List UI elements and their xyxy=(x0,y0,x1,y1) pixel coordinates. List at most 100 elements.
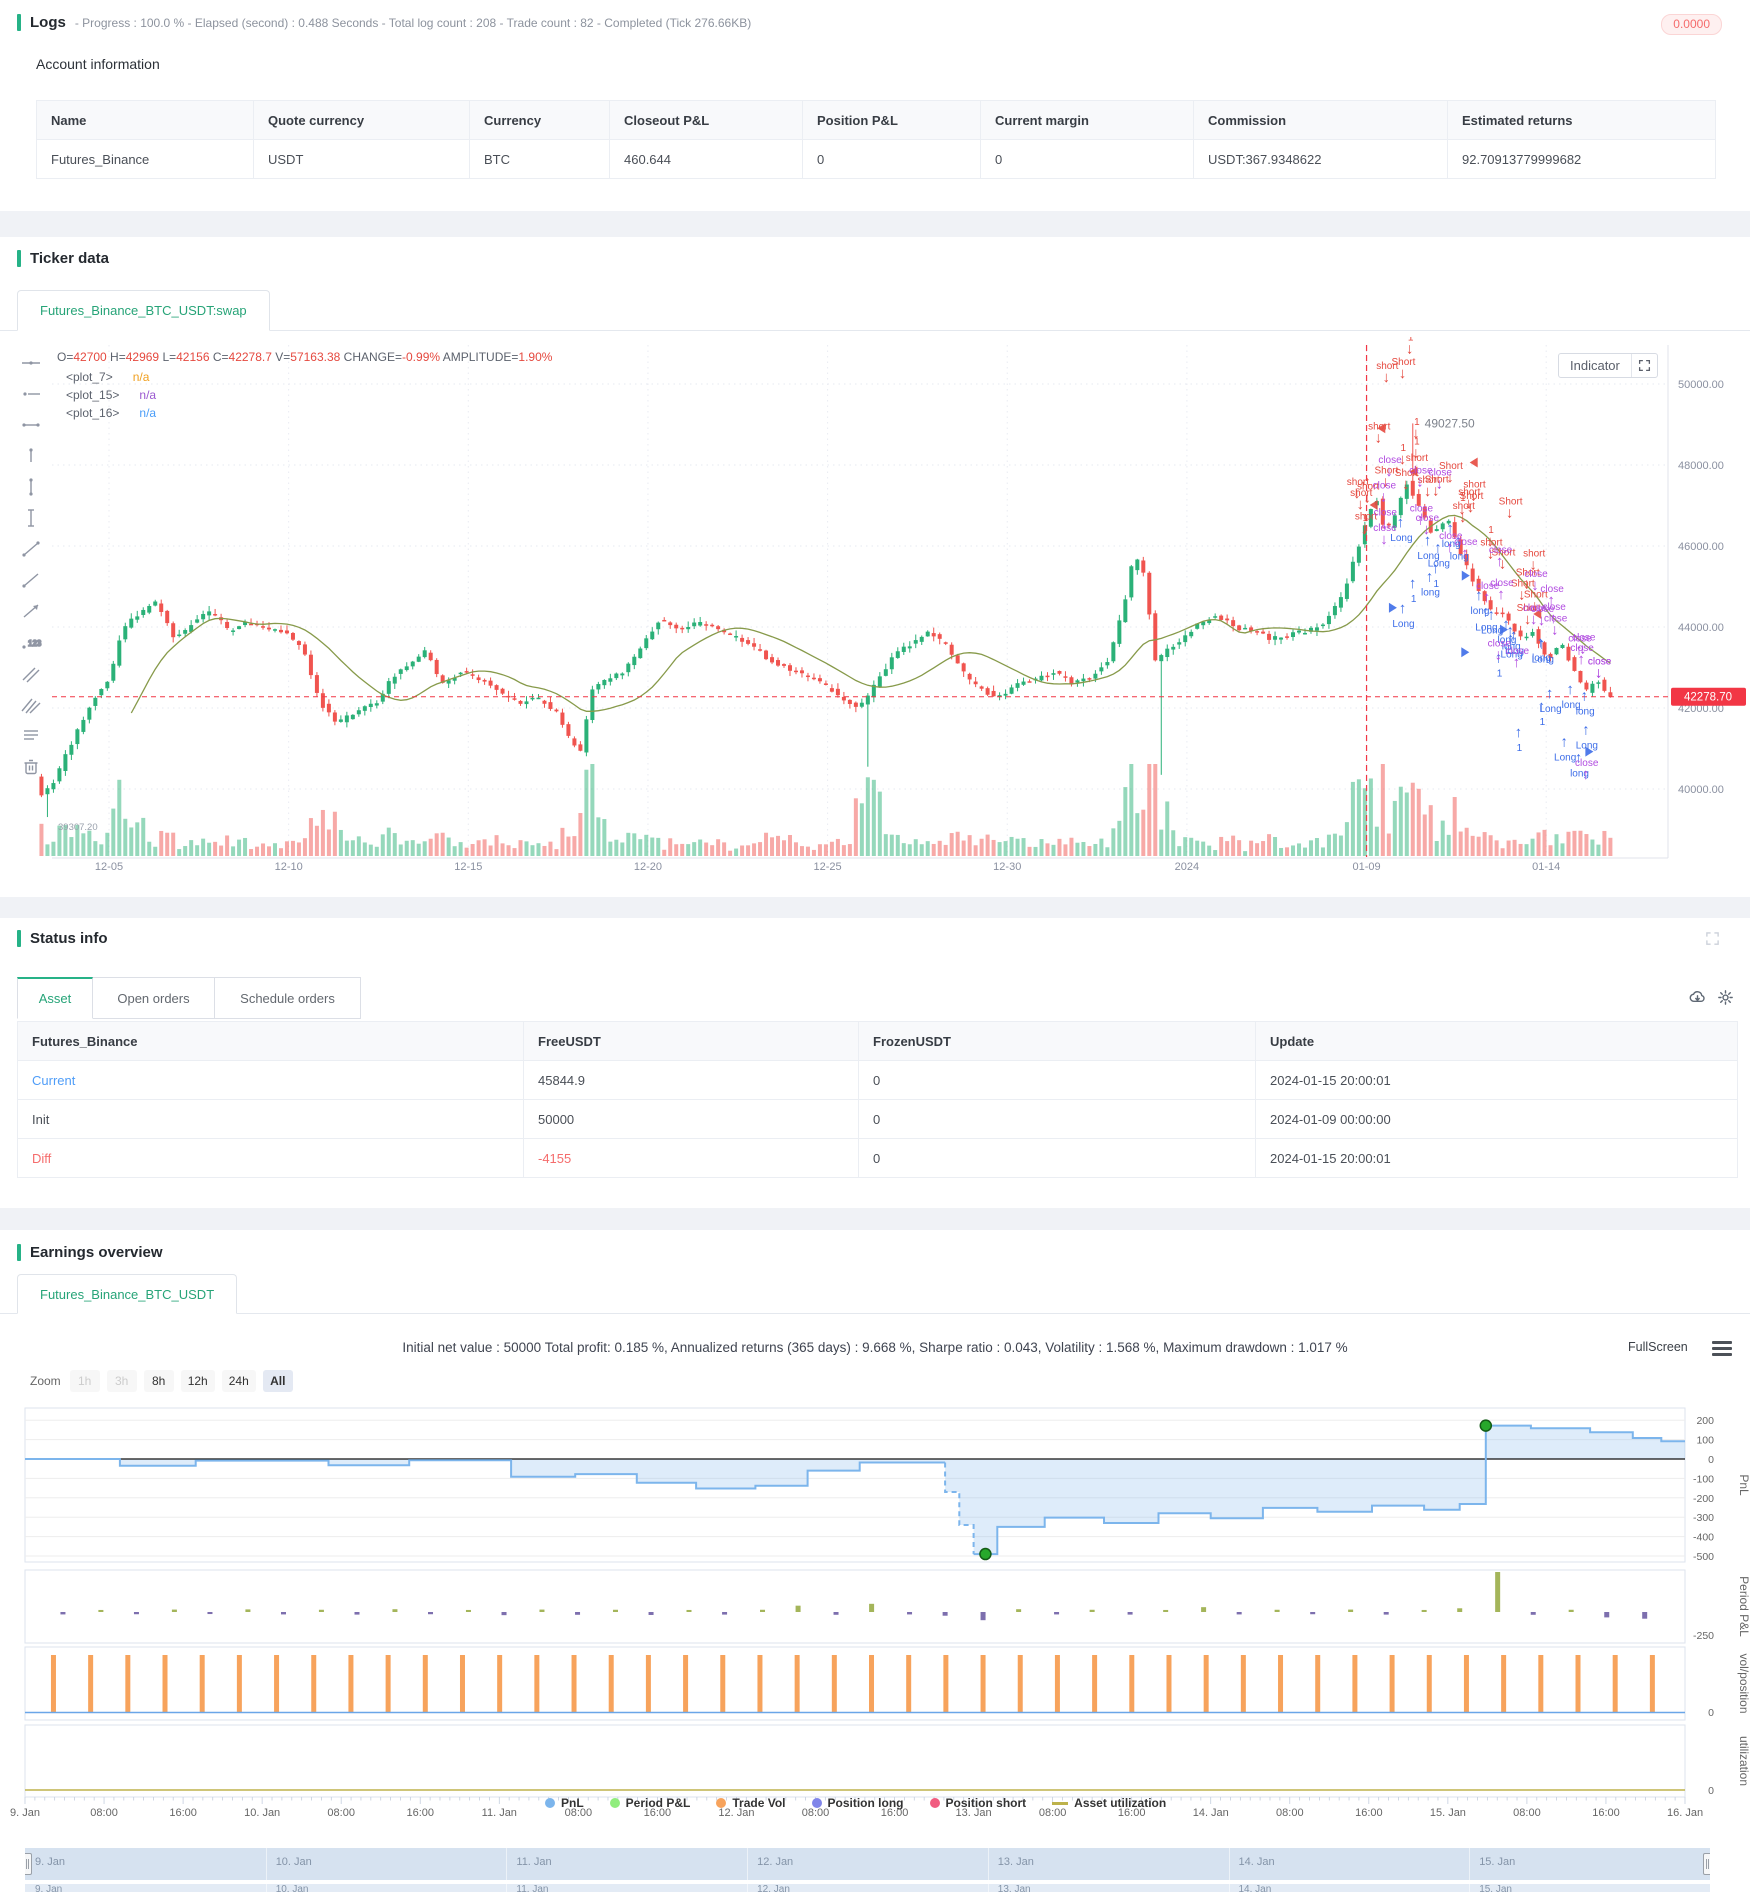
svg-text:1: 1 xyxy=(1488,525,1494,536)
svg-text:long: long xyxy=(1505,646,1524,657)
status-badge: 0.0000 xyxy=(1661,14,1722,35)
svg-text:↓: ↓ xyxy=(1412,461,1420,478)
extreme-dot xyxy=(1479,1419,1493,1432)
svg-text:close: close xyxy=(1575,758,1599,769)
earnings-symbol-tab[interactable]: Futures_Binance_BTC_USDT xyxy=(17,1274,238,1314)
svg-text:10. Jan: 10. Jan xyxy=(244,1807,280,1819)
svg-text:Long: Long xyxy=(1532,655,1554,666)
navigator-date-label: 13. Jan xyxy=(997,1884,1031,1892)
extended-range-tool-icon[interactable] xyxy=(19,507,43,529)
indicator-button-group: Indicator xyxy=(1558,353,1658,378)
ray-tool-icon[interactable] xyxy=(19,569,43,591)
trend-line-tool-icon[interactable] xyxy=(19,538,43,560)
legend-item-period-p-l[interactable]: Period P&L xyxy=(609,1796,690,1810)
svg-text:↑: ↑ xyxy=(1446,539,1454,556)
navigator-handle-right[interactable] xyxy=(1703,1853,1710,1875)
chart-menu-icon[interactable] xyxy=(1712,1341,1732,1356)
price-range-tool-icon[interactable] xyxy=(19,476,43,498)
svg-text:long: long xyxy=(1576,707,1595,718)
table-cell: 0 xyxy=(980,139,1194,179)
svg-text:short: short xyxy=(1480,537,1502,548)
candlestick-chart: 50000.00 48000.00 46000.00 44000.00 42000.00… xyxy=(39,337,1746,873)
ticker-symbol-tab[interactable]: Futures_Binance_BTC_USDT:swap xyxy=(17,290,270,331)
free-usdt-cell: 50000 xyxy=(523,1099,859,1139)
svg-text:short: short xyxy=(1463,479,1485,490)
numbered-label-tool-icon[interactable]: 123 xyxy=(19,631,43,653)
frozen-usdt-cell: 0 xyxy=(858,1099,1256,1139)
settings-gear-icon[interactable] xyxy=(1714,986,1736,1008)
tab-open-orders[interactable]: Open orders xyxy=(93,977,215,1019)
zoom-button-all[interactable]: All xyxy=(262,1370,293,1392)
trend-segment-tool-icon[interactable] xyxy=(19,414,43,436)
extreme-dot xyxy=(979,1547,992,1561)
svg-text:short: short xyxy=(1523,549,1545,560)
delete-drawings-icon[interactable] xyxy=(19,755,43,777)
zoom-button-12h[interactable]: 12h xyxy=(180,1370,215,1392)
svg-text:close: close xyxy=(1570,643,1594,654)
svg-text:close: close xyxy=(1543,602,1567,613)
svg-text:12-15: 12-15 xyxy=(454,861,482,873)
svg-text:close: close xyxy=(1523,603,1547,614)
svg-text:close: close xyxy=(1416,513,1440,524)
fullscreen-button[interactable]: FullScreen xyxy=(1628,1340,1688,1354)
pnl-line xyxy=(973,1424,1685,1556)
svg-text:↓: ↓ xyxy=(1551,622,1559,639)
svg-text:↓: ↓ xyxy=(1465,495,1473,512)
tab-schedule-orders[interactable]: Schedule orders xyxy=(215,977,361,1019)
svg-text:↑: ↑ xyxy=(1575,750,1583,767)
svg-text:↓: ↓ xyxy=(1380,488,1388,505)
svg-text:-500: -500 xyxy=(1693,1551,1714,1563)
range-navigator[interactable]: 9. Jan 10. Jan 11. Jan 12. Jan 13. Jan 14. Ja… xyxy=(25,1848,1710,1880)
indicator-button[interactable]: Indicator xyxy=(1570,358,1620,373)
zoom-controls: Zoom 1h 3h 8h 12h 24h All xyxy=(30,1370,293,1392)
svg-text:08:00: 08:00 xyxy=(1513,1807,1541,1819)
svg-text:↑: ↑ xyxy=(1566,681,1574,698)
zoom-button-24h[interactable]: 24h xyxy=(221,1370,256,1392)
zoom-button-1h: 1h xyxy=(69,1370,100,1392)
ma-line xyxy=(130,514,1611,714)
legend-label: Position long xyxy=(827,1796,904,1810)
svg-text:08:00: 08:00 xyxy=(1039,1807,1067,1819)
tab-asset[interactable]: Asset xyxy=(17,977,93,1019)
svg-text:long: long xyxy=(1470,606,1489,617)
svg-text:close: close xyxy=(1454,537,1478,548)
chart-fullscreen-icon[interactable] xyxy=(1630,354,1657,377)
export-download-icon[interactable] xyxy=(1686,986,1708,1008)
legend-item-trade-vol[interactable]: Trade Vol xyxy=(716,1796,786,1810)
legend-label: PnL xyxy=(561,1796,584,1810)
logs-title: Logs xyxy=(30,14,66,31)
zoom-button-8h[interactable]: 8h xyxy=(143,1370,174,1392)
crosshair-tool-icon[interactable] xyxy=(19,352,43,374)
svg-text:Short: Short xyxy=(1392,357,1416,368)
svg-text:↑: ↑ xyxy=(1397,514,1405,531)
section-expand-icon[interactable] xyxy=(1702,928,1722,948)
align-lines-tool-icon[interactable] xyxy=(19,724,43,746)
earnings-chart: PnL Period P&L vol/position utilization 200 1… xyxy=(10,1407,1750,1819)
svg-text:↓: ↓ xyxy=(1595,665,1603,682)
navigator-date-label: 9. Jan xyxy=(35,1884,63,1892)
svg-text:12-05: 12-05 xyxy=(95,861,123,873)
arrow-line-tool-icon[interactable] xyxy=(19,600,43,622)
parallel-channel-tool-icon[interactable] xyxy=(19,662,43,684)
horizontal-ray-tool-icon[interactable] xyxy=(19,383,43,405)
svg-text:↓: ↓ xyxy=(1487,545,1495,562)
frozen-usdt-cell: 0 xyxy=(858,1138,1256,1178)
navigator-date-label: 11. Jan xyxy=(516,1856,552,1868)
legend-item-pnl[interactable]: PnL xyxy=(545,1796,584,1810)
multi-line-tool-icon[interactable] xyxy=(19,693,43,715)
svg-text:↓: ↓ xyxy=(1531,577,1539,594)
navigator-handle-left[interactable] xyxy=(25,1853,32,1875)
column-header: Closeout P&L xyxy=(609,100,803,140)
svg-text:↑: ↑ xyxy=(1461,545,1469,562)
section-divider xyxy=(0,211,1750,237)
vertical-segment-tool-icon[interactable] xyxy=(19,445,43,467)
legend-item-position-long[interactable]: Position long xyxy=(811,1796,904,1810)
legend-item-position-short[interactable]: Position short xyxy=(929,1796,1026,1810)
table-header-row: Futures_Binance FreeUSDT FrozenUSDT Update xyxy=(17,1021,1738,1061)
svg-text:↓: ↓ xyxy=(1406,341,1414,358)
svg-text:↑: ↑ xyxy=(1538,636,1546,653)
svg-text:↓: ↓ xyxy=(1412,445,1420,462)
legend-item-asset-utilization[interactable]: Asset utilization xyxy=(1052,1796,1166,1810)
earnings-stats: Initial net value : 50000 Total profit: … xyxy=(402,1340,1348,1355)
svg-text:↑: ↑ xyxy=(1582,721,1590,738)
